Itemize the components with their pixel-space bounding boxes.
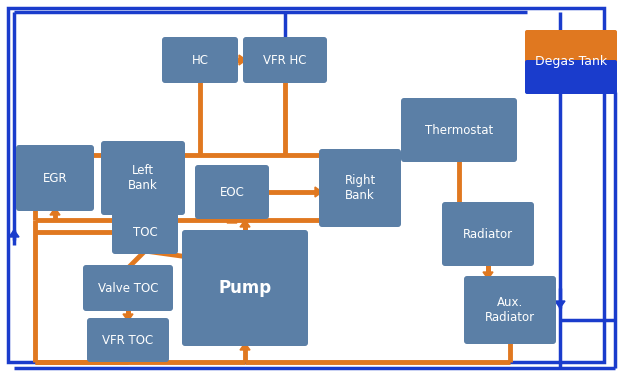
FancyBboxPatch shape <box>182 230 308 346</box>
Polygon shape <box>138 212 148 219</box>
FancyBboxPatch shape <box>195 165 269 219</box>
Text: EOC: EOC <box>219 185 244 199</box>
Polygon shape <box>555 301 565 308</box>
Polygon shape <box>454 205 464 212</box>
Text: Valve TOC: Valve TOC <box>98 282 158 294</box>
FancyBboxPatch shape <box>101 141 185 215</box>
Polygon shape <box>239 55 246 65</box>
Polygon shape <box>355 217 365 224</box>
Text: Degas Tank: Degas Tank <box>535 55 607 69</box>
Text: Left
Bank: Left Bank <box>128 164 158 192</box>
Polygon shape <box>438 125 445 135</box>
Text: VFR HC: VFR HC <box>264 54 307 66</box>
FancyBboxPatch shape <box>525 30 617 64</box>
Polygon shape <box>240 220 250 227</box>
FancyBboxPatch shape <box>401 98 517 162</box>
FancyBboxPatch shape <box>112 210 178 254</box>
Polygon shape <box>227 216 237 223</box>
Text: TOC: TOC <box>133 225 157 239</box>
FancyBboxPatch shape <box>464 276 556 344</box>
Text: Thermostat: Thermostat <box>425 124 493 136</box>
FancyBboxPatch shape <box>442 202 534 266</box>
Polygon shape <box>123 314 133 321</box>
Text: Aux.
Radiator: Aux. Radiator <box>485 296 535 324</box>
Polygon shape <box>50 208 60 215</box>
Text: Radiator: Radiator <box>463 227 513 241</box>
Polygon shape <box>168 227 175 237</box>
Polygon shape <box>414 152 424 159</box>
Polygon shape <box>483 272 493 279</box>
Text: Pump: Pump <box>218 279 272 297</box>
Polygon shape <box>9 230 19 237</box>
Polygon shape <box>315 187 322 197</box>
FancyBboxPatch shape <box>525 60 617 94</box>
FancyBboxPatch shape <box>162 37 238 83</box>
FancyBboxPatch shape <box>319 149 401 227</box>
Text: EGR: EGR <box>43 172 68 184</box>
FancyBboxPatch shape <box>243 37 327 83</box>
Polygon shape <box>454 101 464 108</box>
Polygon shape <box>280 40 290 47</box>
Polygon shape <box>240 343 250 350</box>
Text: HC: HC <box>192 54 208 66</box>
Text: VFR TOC: VFR TOC <box>102 334 154 346</box>
FancyBboxPatch shape <box>87 318 169 362</box>
FancyBboxPatch shape <box>83 265 173 311</box>
Polygon shape <box>260 262 268 272</box>
FancyBboxPatch shape <box>16 145 94 211</box>
Text: Right
Bank: Right Bank <box>344 174 376 202</box>
